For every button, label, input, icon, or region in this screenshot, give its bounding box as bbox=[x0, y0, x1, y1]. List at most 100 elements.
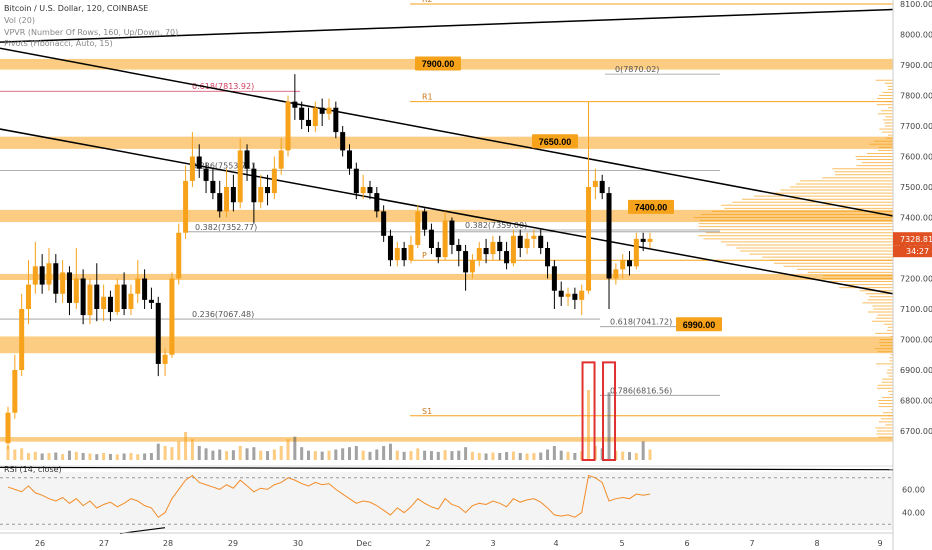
volume-bar bbox=[478, 453, 481, 460]
candle-body bbox=[367, 187, 372, 193]
volume-bar bbox=[403, 452, 406, 460]
pivot-label: R1 bbox=[422, 93, 433, 102]
time-tick-label: 2 bbox=[425, 539, 430, 548]
fib-label: 0.786(6816.56) bbox=[610, 386, 672, 395]
candle-body bbox=[415, 211, 420, 245]
candle-body bbox=[408, 245, 413, 260]
volume-bar bbox=[252, 447, 255, 460]
candle-body bbox=[627, 260, 632, 266]
candle-body bbox=[183, 181, 188, 233]
candle-body bbox=[149, 300, 154, 303]
fib-label: 0.236(7067.48) bbox=[192, 310, 254, 319]
candle-body bbox=[6, 413, 11, 444]
rsi-pane bbox=[0, 472, 893, 530]
candle-body bbox=[176, 233, 181, 279]
volume-bar bbox=[389, 444, 392, 460]
volume-bar bbox=[437, 452, 440, 460]
fib-label: 0.382(7352.77) bbox=[195, 223, 257, 232]
volume-bar bbox=[143, 453, 146, 460]
candle-body bbox=[545, 248, 550, 266]
price-tick-label: 7400.00 bbox=[900, 214, 932, 223]
candle-body bbox=[40, 266, 45, 284]
candle-body bbox=[169, 279, 174, 355]
volume-bar bbox=[170, 447, 173, 460]
volume-bar bbox=[464, 447, 467, 460]
volume-bar bbox=[416, 448, 419, 460]
volume-bar bbox=[300, 447, 303, 460]
candle-body bbox=[128, 294, 133, 309]
candle-body bbox=[156, 303, 161, 364]
volume-bar bbox=[368, 452, 371, 460]
candle-body bbox=[217, 193, 222, 211]
volume-bar bbox=[239, 446, 242, 460]
volume-bar bbox=[307, 451, 310, 460]
candle-body bbox=[46, 263, 51, 284]
volume-bar bbox=[293, 437, 296, 460]
candle-body bbox=[210, 181, 215, 193]
volume-bar bbox=[314, 451, 317, 460]
candle-body bbox=[463, 251, 468, 272]
candle-body bbox=[538, 236, 543, 248]
price-callout-label: 6990.00 bbox=[683, 320, 716, 330]
candle-body bbox=[504, 251, 509, 263]
candle-body bbox=[511, 236, 516, 263]
volume-bar bbox=[396, 451, 399, 460]
price-tick-label: 7700.00 bbox=[900, 122, 932, 131]
candle-body bbox=[490, 242, 495, 254]
volume-bar bbox=[642, 441, 645, 460]
volume-bar bbox=[88, 453, 91, 460]
volume-bar bbox=[539, 453, 542, 460]
volume-bar bbox=[573, 453, 576, 460]
candle-body bbox=[12, 370, 17, 413]
candle-body bbox=[641, 239, 646, 242]
time-tick-label: 29 bbox=[228, 539, 238, 548]
volume-bar bbox=[136, 454, 139, 460]
candle-body bbox=[142, 279, 147, 300]
time-tick-label: 3 bbox=[490, 539, 495, 548]
volume-bar bbox=[471, 452, 474, 460]
volume-bar bbox=[505, 452, 508, 460]
candle-body bbox=[559, 291, 564, 297]
time-tick-label: 8 bbox=[814, 539, 819, 548]
candle-body bbox=[354, 169, 359, 193]
time-tick-label: 27 bbox=[99, 539, 109, 548]
sr-zone bbox=[0, 137, 893, 149]
volume-bar bbox=[34, 452, 37, 460]
fib-label: 0(7870.02) bbox=[615, 65, 659, 74]
candle-body bbox=[320, 108, 325, 114]
volume-bar bbox=[61, 454, 64, 460]
volume-bar bbox=[512, 452, 515, 460]
candle-body bbox=[197, 157, 202, 169]
candle-body bbox=[286, 102, 291, 151]
volume-bar bbox=[259, 451, 262, 460]
volume-bar bbox=[27, 453, 30, 460]
price-tick-label: 7800.00 bbox=[900, 92, 932, 101]
volume-bar bbox=[184, 432, 187, 460]
candle-body bbox=[115, 285, 120, 312]
volume-bar bbox=[273, 450, 276, 461]
candle-body bbox=[388, 236, 393, 260]
volume-bar bbox=[409, 451, 412, 460]
candle-body bbox=[525, 239, 530, 248]
candle-body bbox=[272, 169, 277, 193]
candle-body bbox=[299, 108, 304, 120]
volume-bar bbox=[587, 390, 590, 460]
candle-body bbox=[531, 236, 536, 239]
candle-body bbox=[484, 248, 489, 254]
volume-bar bbox=[485, 453, 488, 460]
time-tick-label: 6 bbox=[684, 539, 689, 548]
time-tick-label: 9 bbox=[877, 539, 882, 548]
volume-bar bbox=[246, 448, 249, 460]
volume-bar bbox=[328, 451, 331, 460]
pivot-label: R2 bbox=[422, 0, 433, 4]
volume-bar bbox=[608, 392, 611, 460]
rsi-tick-label: 60.00 bbox=[902, 485, 925, 494]
candle-body bbox=[60, 272, 65, 293]
vpvr-legend: VPVR (Number Of Rows, 160, Up/Down, 70) bbox=[4, 28, 178, 37]
candle-body bbox=[340, 132, 345, 150]
price-tick-label: 7600.00 bbox=[900, 153, 932, 162]
pivot-label: S1 bbox=[422, 407, 432, 416]
price-tick-label: 6700.00 bbox=[900, 427, 932, 436]
price-tick-label: 8000.00 bbox=[900, 31, 932, 40]
